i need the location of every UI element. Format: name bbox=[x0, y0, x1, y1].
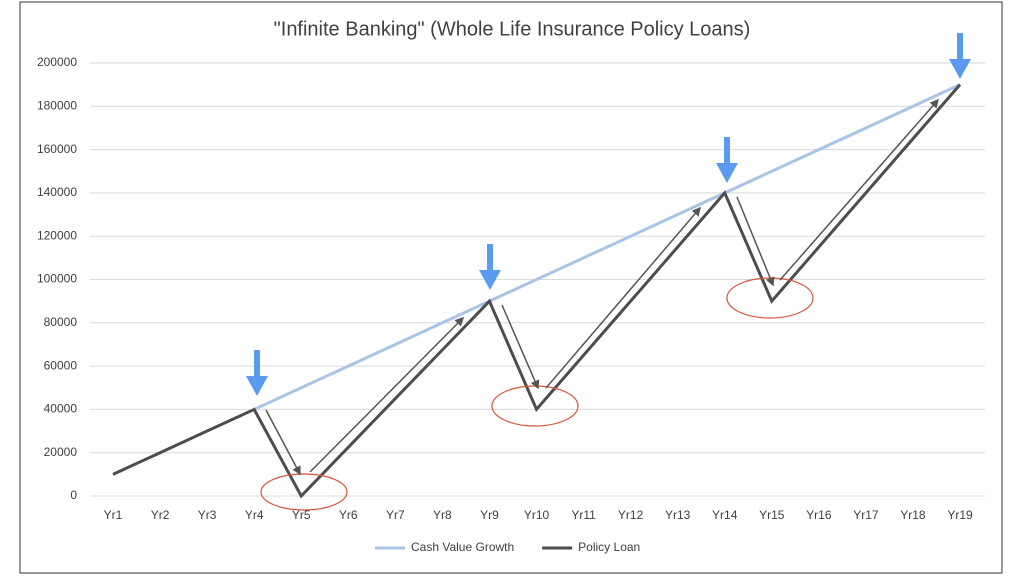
flow-arrow bbox=[309, 316, 465, 473]
plot-area: 0 20000 40000 60000 80000 100000 120000 140000 1… bbox=[37, 55, 985, 522]
legend-label: Policy Loan bbox=[578, 540, 640, 554]
annotations bbox=[246, 33, 971, 511]
flow-arrow bbox=[501, 304, 540, 390]
legend: Cash Value Growth Policy Loan bbox=[375, 540, 640, 554]
y-tick-label: 80000 bbox=[44, 315, 78, 329]
blue-arrow bbox=[246, 350, 268, 396]
x-tick-label: Yr10 bbox=[524, 508, 550, 522]
y-tick-label: 60000 bbox=[44, 358, 78, 372]
flow-arrow bbox=[779, 98, 939, 281]
y-tick-label: 100000 bbox=[37, 272, 77, 286]
x-tick-label: Yr14 bbox=[712, 508, 738, 522]
highlight-circle bbox=[260, 473, 348, 511]
x-tick-label: Yr18 bbox=[900, 508, 926, 522]
flow-arrow bbox=[265, 409, 301, 476]
y-tick-label: 40000 bbox=[44, 402, 78, 416]
x-tick-label: Yr9 bbox=[480, 508, 499, 522]
x-tick-label: Yr3 bbox=[198, 508, 217, 522]
y-tick-label: 120000 bbox=[37, 228, 77, 242]
y-tick-label: 20000 bbox=[44, 445, 78, 459]
series-line bbox=[112, 83, 962, 499]
x-tick-label: Yr19 bbox=[947, 508, 973, 522]
x-tick-label: Yr6 bbox=[339, 508, 358, 522]
frame bbox=[19, 1, 1003, 574]
x-tick-label: Yr17 bbox=[853, 508, 879, 522]
y-tick-label: 160000 bbox=[37, 142, 77, 156]
legend-label: Cash Value Growth bbox=[411, 540, 514, 554]
x-tick-label: Yr11 bbox=[571, 508, 596, 522]
chart-title: "Infinite Banking" (Whole Life Insurance… bbox=[274, 18, 751, 40]
x-tick-label: Yr15 bbox=[759, 508, 785, 522]
y-tick-label: 140000 bbox=[37, 185, 77, 199]
flow-arrow bbox=[545, 206, 701, 389]
x-tick-label: Yr4 bbox=[245, 508, 264, 522]
x-tick-label: Yr5 bbox=[292, 508, 311, 522]
blue-arrow bbox=[716, 137, 738, 183]
blue-arrow bbox=[949, 33, 971, 79]
series-line bbox=[253, 83, 961, 411]
x-tick-label: Yr8 bbox=[433, 508, 452, 522]
y-tick-label: 0 bbox=[70, 488, 77, 502]
x-tick-label: Yr2 bbox=[151, 508, 170, 522]
y-tick-label: 180000 bbox=[37, 98, 77, 112]
x-tick-label: Yr16 bbox=[806, 508, 832, 522]
x-tick-label: Yr12 bbox=[618, 508, 644, 522]
x-tick-label: Yr7 bbox=[386, 508, 405, 522]
blue-arrow bbox=[479, 244, 501, 290]
x-tick-label: Yr13 bbox=[665, 508, 691, 522]
y-tick-label: 200000 bbox=[37, 55, 77, 69]
flow-arrow bbox=[736, 196, 775, 287]
x-tick-label: Yr1 bbox=[104, 508, 123, 522]
